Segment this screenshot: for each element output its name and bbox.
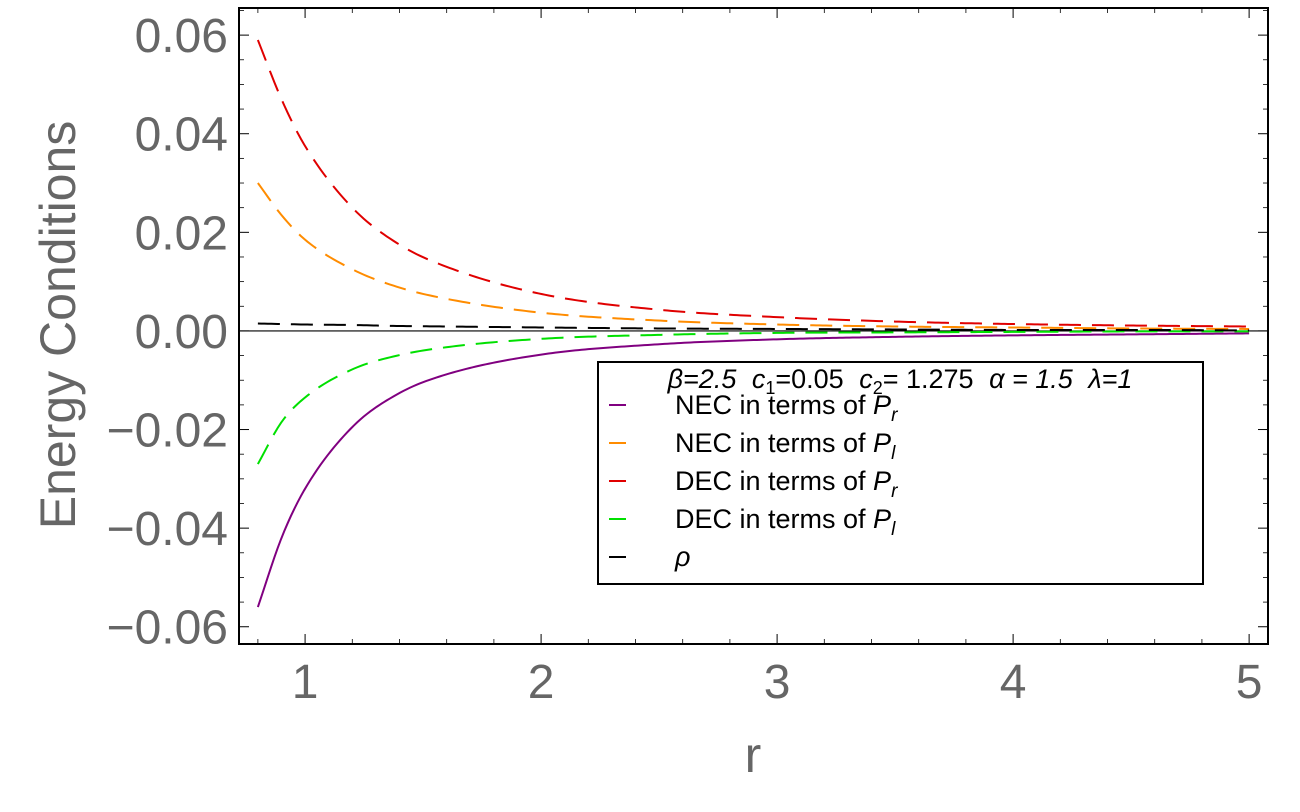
series-line-4 xyxy=(257,330,1250,465)
legend-entry-subscript: l xyxy=(891,519,896,540)
legend-title-alpha: α = 1.5 xyxy=(989,364,1074,394)
x-tick-label: 1 xyxy=(292,656,319,709)
legend-entry-label: DEC in terms of Pr xyxy=(675,466,898,502)
legend-title-c1: c xyxy=(752,364,766,394)
plot-frame xyxy=(238,7,1269,645)
legend-title: β=2.5 c1=0.05 c2= 1.275 α = 1.5 λ=1 xyxy=(667,364,1133,398)
legend-entry-label: DEC in terms of Pl xyxy=(675,504,896,540)
y-tick-label: 0.06 xyxy=(135,10,228,63)
legend-entry-label: ρ xyxy=(674,542,690,572)
legend-entry-subscript: r xyxy=(891,405,898,426)
legend-entry-subscript: r xyxy=(891,481,898,502)
legend-entry-subscript: l xyxy=(891,443,896,464)
legend-title-c2: c xyxy=(859,364,873,394)
legend-title-c2-val: = 1.275 xyxy=(883,364,974,394)
x-tick-label: 3 xyxy=(764,656,791,709)
legend-title-c2-sub: 2 xyxy=(873,378,883,398)
legend-entry-text: NEC in terms of xyxy=(675,390,873,420)
y-tick-label: 0.02 xyxy=(135,207,228,260)
series-line-3 xyxy=(256,39,1250,328)
legend-entry-symbol: P xyxy=(873,504,891,534)
legend-entry-symbol: P xyxy=(873,390,891,420)
legend-title-beta: β=2.5 xyxy=(667,364,738,394)
legend-entry-text: DEC in terms of xyxy=(675,466,873,496)
legend-entry-text: DEC in terms of xyxy=(675,504,873,534)
legend-entry-text: NEC in terms of xyxy=(675,428,873,458)
legend: β=2.5 c1=0.05 c2= 1.275 α = 1.5 λ=1 NEC … xyxy=(597,361,1204,585)
tick-labels: 1 2 3 4 5 −0.06 −0.04 −0.02 0.00 0.02 0.04 0.06 xyxy=(107,10,1263,709)
legend-entry-label: NEC in terms of Pr xyxy=(675,390,898,426)
y-tick-label: −0.02 xyxy=(107,405,228,458)
legend-entry-symbol: ρ xyxy=(674,542,690,572)
series-line-2 xyxy=(257,182,1250,330)
y-tick-label: 0.04 xyxy=(135,109,228,162)
legend-box xyxy=(597,361,1204,585)
tick-marks xyxy=(239,8,1268,644)
legend-title-c1-val: =0.05 xyxy=(775,364,843,394)
y-tick-label: −0.04 xyxy=(107,503,228,556)
legend-title-c1-sub: 1 xyxy=(765,378,775,398)
series-line-5 xyxy=(257,322,1250,332)
x-tick-label: 4 xyxy=(1000,656,1027,709)
legend-entry-label: NEC in terms of Pl xyxy=(675,428,896,464)
series-line-1 xyxy=(256,332,1250,608)
legend-entry-symbol: P xyxy=(873,428,891,458)
legend-title-lambda: λ=1 xyxy=(1086,364,1132,394)
series-layer xyxy=(256,39,1250,608)
y-tick-label: −0.06 xyxy=(107,602,228,655)
legend-entry-symbol: P xyxy=(873,466,891,496)
x-tick-label: 5 xyxy=(1236,656,1263,709)
x-tick-label: 2 xyxy=(528,656,555,709)
x-axis-label: r xyxy=(745,727,762,783)
y-tick-label: 0.00 xyxy=(135,306,228,359)
y-axis-label: Energy Conditions xyxy=(30,121,86,530)
